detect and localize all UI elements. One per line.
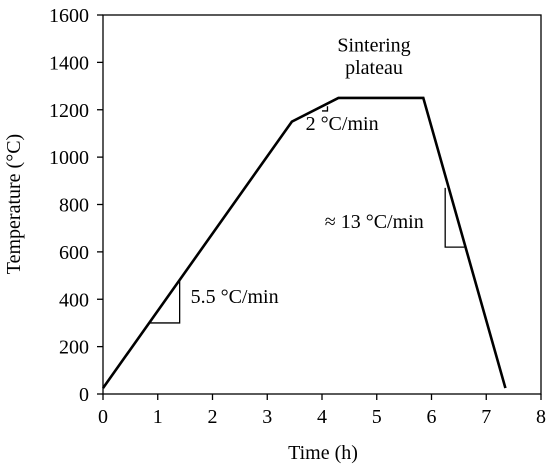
annotation-label: 2 °C/min — [306, 113, 379, 135]
y-tick-label: 400 — [59, 289, 89, 311]
x-tick-label: 3 — [262, 406, 272, 428]
annotation-label: 5.5 °C/min — [191, 286, 279, 308]
annotation-label: Sintering — [337, 35, 410, 57]
y-tick-label: 0 — [79, 384, 89, 406]
y-tick-label: 800 — [59, 195, 89, 217]
x-tick-label: 8 — [536, 406, 546, 428]
y-tick-label: 1400 — [49, 52, 89, 74]
series-line — [101, 96, 507, 389]
y-tick-label: 1000 — [49, 147, 89, 169]
y-axis-label: Temperature (°C) — [3, 134, 25, 274]
y-tick-label: 600 — [59, 242, 89, 264]
slope-triangle — [149, 280, 181, 324]
x-tick-label: 0 — [98, 406, 108, 428]
slope-triangle — [444, 187, 465, 248]
tick-labels: 0 1 2 3 4 5 6 7 8 0 200 400 600 800 1000 1200 1400 1600 — [49, 5, 546, 428]
x-tick-label: 2 — [208, 406, 218, 428]
y-tick-label: 1200 — [49, 100, 89, 122]
x-tick-label: 4 — [317, 406, 327, 428]
x-tick-label: 1 — [153, 406, 163, 428]
y-tick-label: 200 — [59, 337, 89, 359]
x-tick-label: 5 — [372, 406, 382, 428]
y-tick-label: 1600 — [49, 5, 89, 27]
x-tick-label: 6 — [427, 406, 437, 428]
x-tick-label: 7 — [481, 406, 491, 428]
slope-triangle — [322, 106, 329, 112]
series-layer — [101, 96, 507, 389]
annotation-label: ≈ 13 °C/min — [325, 211, 424, 233]
plot-frame — [102, 14, 542, 395]
x-axis-label: Time (h) — [288, 442, 358, 464]
annotations: 5.5 °C/min 2 °C/min ≈ 13 °C/min Sinteringpl… — [191, 35, 424, 308]
slope-triangles — [149, 106, 465, 324]
axes — [97, 14, 542, 400]
annotation-label: plateau — [345, 57, 403, 79]
